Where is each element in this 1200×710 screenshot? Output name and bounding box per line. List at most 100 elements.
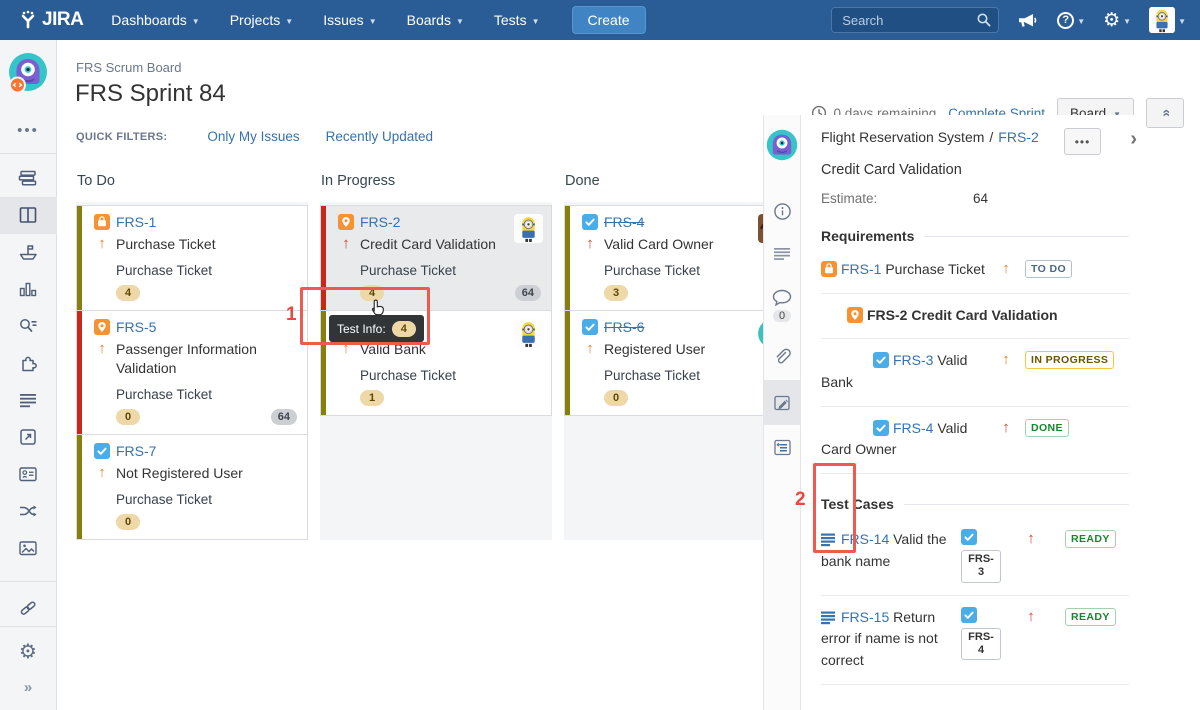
search-box	[831, 7, 1000, 33]
sidebar-item-backlog[interactable]	[0, 160, 57, 197]
issue-key-link[interactable]: FRS-4	[893, 419, 934, 436]
issue-card-frs-7[interactable]: FRS-7 Not Registered User Purchase Ticke…	[76, 433, 308, 540]
issue-key-link[interactable]: FRS-15	[841, 608, 890, 625]
create-button[interactable]: Create	[571, 6, 646, 34]
test-info-badge[interactable]: 3	[604, 284, 629, 301]
detail-rail: 0	[763, 115, 801, 710]
sidebar-item-addons[interactable]	[0, 345, 57, 382]
test-info-badge[interactable]: 4	[116, 284, 141, 301]
search-icon[interactable]	[976, 12, 992, 28]
jira-logo[interactable]: JIRA	[18, 9, 84, 31]
sidebar-item-link[interactable]	[0, 590, 57, 626]
caret-down-icon	[285, 17, 293, 26]
comments-icon	[772, 289, 792, 307]
announcement-icon[interactable]	[1017, 10, 1039, 30]
panel-more-button[interactable]	[1064, 128, 1101, 155]
sidebar-item-project-window[interactable]	[0, 419, 57, 456]
nav-tests[interactable]: Tests	[494, 12, 540, 28]
task-check-icon	[961, 529, 977, 546]
sidebar-item-pages[interactable]	[0, 382, 57, 419]
settings-menu[interactable]	[1103, 11, 1131, 30]
priority-highest-icon	[342, 236, 350, 251]
sidebar-item-media[interactable]	[0, 530, 57, 567]
sidebar-item-profile-card[interactable]	[0, 456, 57, 493]
requirement-row[interactable]: FRS-3 Valid Bank IN PROGRESS	[821, 339, 1129, 407]
priority-high-icon	[98, 341, 106, 356]
test-info-badge[interactable]: 0	[604, 389, 629, 406]
user-menu[interactable]	[1149, 7, 1186, 33]
filter-recently-updated[interactable]: Recently Updated	[325, 129, 433, 144]
rail-edit-tests-tab[interactable]	[763, 380, 801, 425]
priority-highest-icon	[1027, 608, 1035, 625]
test-info-badge[interactable]: 1	[360, 389, 385, 406]
test-steps-icon	[773, 439, 791, 456]
test-case-icon	[821, 611, 835, 624]
issue-key-link[interactable]: FRS-2	[867, 306, 908, 323]
epic-label: Purchase Ticket	[360, 367, 457, 383]
tooltip-value-badge: 4	[391, 320, 416, 337]
project-window-icon	[20, 429, 36, 446]
more-icon[interactable]	[17, 122, 39, 139]
sidebar-item-releases[interactable]	[0, 234, 57, 271]
issue-key-link[interactable]: FRS-7	[116, 442, 157, 459]
nav-boards[interactable]: Boards	[407, 12, 464, 28]
pages-icon	[20, 394, 36, 408]
issue-card-frs-5[interactable]: FRS-5 Passenger Information Validation P…	[76, 309, 308, 435]
issue-key-link[interactable]: FRS-1	[841, 261, 882, 277]
test-case-row[interactable]: FRS-15 Return error if name is not corre…	[821, 596, 1129, 685]
issue-key-link[interactable]: FRS-6	[604, 318, 645, 335]
issue-key-link[interactable]: FRS-1	[116, 214, 157, 230]
issue-card-frs-4[interactable]: FRS-4 Valid Card Owner Purchase Ticket 3	[564, 205, 796, 311]
caret-down-icon	[192, 17, 200, 26]
test-info-badge[interactable]: 0	[116, 408, 141, 425]
nav-projects[interactable]: Projects	[230, 12, 294, 28]
test-case-row[interactable]: FRS-14 Valid the bank name FRS-3 READY	[821, 518, 1129, 596]
rail-info-tab[interactable]	[763, 189, 801, 234]
assignee-avatar	[514, 214, 543, 243]
test-info-badge[interactable]: 0	[116, 513, 141, 530]
nav-issues[interactable]: Issues	[323, 12, 376, 28]
nav-dashboards[interactable]: Dashboards	[111, 12, 199, 28]
issue-card-frs-2[interactable]: FRS-2 Credit Card Validation Purchase Ti…	[320, 205, 552, 311]
collapse-header-button[interactable]	[1146, 98, 1184, 128]
reports-icon	[19, 283, 37, 297]
issue-summary: Not Registered User	[116, 464, 243, 481]
linked-issue-box[interactable]: FRS-3	[961, 550, 1001, 583]
estimate-value[interactable]: 64	[973, 191, 989, 206]
board-icon	[19, 207, 37, 224]
sidebar-item-reports[interactable]	[0, 271, 57, 308]
linked-issue-box[interactable]: FRS-4	[961, 627, 1001, 660]
sidebar-expand[interactable]	[0, 670, 57, 706]
requirement-row-parent[interactable]: FRS-2 Credit Card Validation	[821, 294, 1129, 340]
sidebar-item-settings[interactable]	[0, 633, 57, 669]
project-avatar[interactable]	[8, 52, 48, 96]
filter-only-my-issues[interactable]: Only My Issues	[207, 129, 300, 144]
priority-high-icon	[1002, 260, 1010, 277]
rail-attachments-tab[interactable]	[763, 335, 801, 380]
status-badge: IN PROGRESS	[1025, 351, 1115, 370]
issue-key-link[interactable]: FRS-5	[116, 318, 157, 335]
releases-icon	[19, 245, 37, 261]
help-menu[interactable]	[1057, 11, 1085, 29]
issue-key-link[interactable]: FRS-2	[360, 214, 401, 230]
sidebar-item-board[interactable]	[0, 196, 57, 234]
breadcrumb-project[interactable]: Flight Reservation System	[821, 129, 985, 145]
issue-key-link[interactable]: FRS-3	[893, 352, 934, 369]
breadcrumb-issue-link[interactable]: FRS-2	[998, 129, 1039, 145]
rail-test-steps-tab[interactable]	[763, 425, 801, 470]
sidebar-item-issues[interactable]	[0, 308, 57, 345]
issue-card-frs-1[interactable]: FRS-1 Purchase Ticket Purchase Ticket 4	[76, 205, 308, 311]
rail-comments-tab[interactable]: 0	[763, 276, 801, 335]
collapse-panel-icon[interactable]	[1130, 129, 1137, 149]
issue-key-link[interactable]: FRS-4	[604, 214, 645, 230]
rail-description-tab[interactable]	[763, 234, 801, 276]
breadcrumb-board-name[interactable]: FRS Scrum Board	[76, 60, 182, 75]
issue-card-frs-6[interactable]: FRS-6 Registered User Purchase Ticket 0	[564, 309, 796, 416]
attachment-icon	[776, 348, 791, 364]
epic-label: Purchase Ticket	[604, 262, 701, 278]
issue-key-link[interactable]: FRS-14	[841, 531, 890, 548]
requirement-row[interactable]: FRS-1 Purchase Ticket TO DO	[821, 248, 1129, 294]
sidebar-item-shuffle[interactable]	[0, 493, 57, 530]
requirement-row[interactable]: FRS-4 Valid Card Owner DONE	[821, 407, 1129, 475]
search-input[interactable]	[831, 7, 1000, 33]
